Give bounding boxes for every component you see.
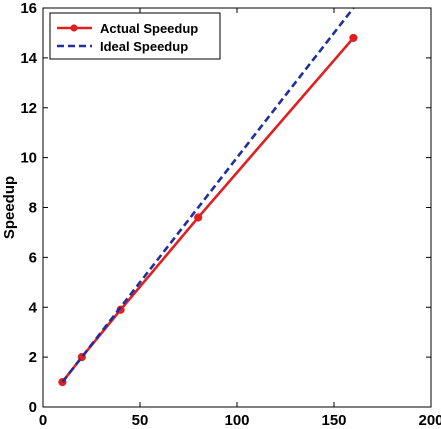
data-point (194, 213, 203, 222)
y-tick-label: 12 (20, 100, 37, 117)
x-tick-label: 0 (39, 412, 47, 429)
y-tick-label: 0 (29, 399, 37, 416)
plot-area (43, 8, 431, 407)
legend: Actual Speedup Ideal Speedup (49, 12, 221, 60)
y-tick-label: 16 (20, 0, 37, 17)
x-tick-label: 50 (132, 412, 149, 429)
x-tick-label: 200 (418, 412, 441, 429)
x-tick-label: 150 (321, 412, 346, 429)
y-tick-label: 6 (29, 249, 37, 266)
axes-layer: 0 50 100 150 200 0 2 4 6 8 10 12 14 16 (20, 0, 441, 429)
y-tick-label: 14 (20, 50, 37, 67)
y-tick-label: 8 (29, 200, 37, 217)
series-line-2 (61, 7, 355, 383)
legend-marker (70, 24, 78, 32)
y-tick-label: 10 (20, 150, 37, 167)
x-tick-label: 100 (224, 412, 249, 429)
legend-box (49, 12, 221, 60)
data-point (349, 33, 358, 43)
legend-label-1: Actual Speedup (100, 21, 198, 36)
y-axis-label: Speedup (1, 176, 18, 239)
legend-label-2: Ideal Speedup (100, 39, 188, 54)
plot-background (43, 8, 431, 407)
y-tick-label: 2 (29, 349, 37, 366)
y-tick-label: 4 (29, 299, 38, 316)
series-layer (58, 7, 358, 387)
